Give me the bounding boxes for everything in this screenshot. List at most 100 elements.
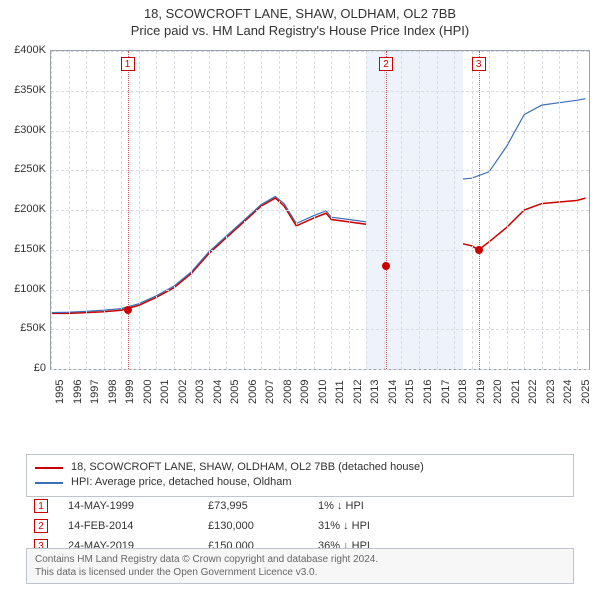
xtick-label: 2003 bbox=[194, 380, 206, 404]
gridline-v bbox=[261, 51, 262, 369]
legend-label: HPI: Average price, detached house, Oldh… bbox=[71, 475, 292, 490]
gridline-v bbox=[542, 51, 543, 369]
gridline-v bbox=[314, 51, 315, 369]
sales-table: 114-MAY-1999£73,9951% ↓ HPI214-FEB-2014£… bbox=[26, 496, 574, 556]
legend-swatch bbox=[35, 482, 63, 484]
gridline-v bbox=[349, 51, 350, 369]
ytick-label: £200K bbox=[14, 203, 46, 215]
xtick-label: 2011 bbox=[334, 380, 346, 404]
gridline-h bbox=[51, 51, 589, 52]
xtick-label: 2005 bbox=[229, 380, 241, 404]
xtick-label: 2021 bbox=[510, 380, 522, 404]
gridline-v bbox=[226, 51, 227, 369]
xtick-label: 2023 bbox=[545, 380, 557, 404]
xtick-label: 2000 bbox=[142, 380, 154, 404]
sales-row-price: £73,995 bbox=[208, 500, 298, 512]
ytick-label: £300K bbox=[14, 124, 46, 136]
sales-row-diff: 31% ↓ HPI bbox=[318, 520, 428, 532]
gridline-v bbox=[296, 51, 297, 369]
gridline-v bbox=[419, 51, 420, 369]
sale-dot bbox=[475, 246, 483, 254]
sale-dot bbox=[382, 262, 390, 270]
ytick-label: £250K bbox=[14, 163, 46, 175]
xtick-label: 2009 bbox=[299, 380, 311, 404]
xtick-label: 1998 bbox=[107, 380, 119, 404]
xtick-label: 2010 bbox=[317, 380, 329, 404]
footer-line-1: Contains HM Land Registry data © Crown c… bbox=[35, 553, 565, 566]
gridline-v bbox=[51, 51, 52, 369]
sales-row: 1 14-MAY-1999 £73,995 1% ↓ HPI bbox=[26, 496, 574, 516]
gridline-h bbox=[51, 210, 589, 211]
title-line-2: Price paid vs. HM Land Registry's House … bbox=[0, 23, 600, 40]
xtick-label: 2007 bbox=[264, 380, 276, 404]
gridline-v bbox=[331, 51, 332, 369]
ytick-label: £100K bbox=[14, 283, 46, 295]
sale-dot bbox=[124, 306, 132, 314]
series-property bbox=[51, 198, 586, 313]
xtick-label: 2013 bbox=[369, 380, 381, 404]
sales-row-marker: 1 bbox=[34, 499, 48, 513]
chart: 123 £0 £50K £100K £150K £200K £250K £300K £350K… bbox=[6, 44, 594, 414]
gridline-v bbox=[191, 51, 192, 369]
title-block: 18, SCOWCROFT LANE, SHAW, OLDHAM, OL2 7B… bbox=[0, 0, 600, 40]
sales-row-diff: 1% ↓ HPI bbox=[318, 500, 428, 512]
gridline-v bbox=[244, 51, 245, 369]
xtick-label: 2016 bbox=[422, 380, 434, 404]
ytick-label: £350K bbox=[14, 84, 46, 96]
plot-area: 123 bbox=[50, 50, 590, 370]
sales-row-price: £130,000 bbox=[208, 520, 298, 532]
gridline-h bbox=[51, 131, 589, 132]
xtick-label: 1999 bbox=[124, 380, 136, 404]
sale-marker-box: 1 bbox=[121, 57, 135, 71]
gridline-v bbox=[524, 51, 525, 369]
gridline-v bbox=[454, 51, 455, 369]
sale-marker-line bbox=[479, 51, 480, 369]
legend-row: 18, SCOWCROFT LANE, SHAW, OLDHAM, OL2 7B… bbox=[35, 460, 565, 475]
xtick-label: 2014 bbox=[387, 380, 399, 404]
xtick-label: 2002 bbox=[177, 380, 189, 404]
legend-swatch bbox=[35, 467, 63, 469]
xtick-label: 1997 bbox=[89, 380, 101, 404]
gridline-v bbox=[559, 51, 560, 369]
xtick-label: 2019 bbox=[475, 380, 487, 404]
sales-row: 214-FEB-2014£130,00031% ↓ HPI bbox=[26, 516, 574, 536]
gridline-v bbox=[139, 51, 140, 369]
gridline-v bbox=[104, 51, 105, 369]
xtick-label: 2012 bbox=[352, 380, 364, 404]
ytick-label: £0 bbox=[34, 362, 46, 374]
ytick-label: £50K bbox=[20, 322, 46, 334]
legend-label: 18, SCOWCROFT LANE, SHAW, OLDHAM, OL2 7B… bbox=[71, 460, 424, 475]
gridline-v bbox=[489, 51, 490, 369]
gridline-v bbox=[121, 51, 122, 369]
sale-marker-box: 3 bbox=[472, 57, 486, 71]
xtick-label: 2008 bbox=[282, 380, 294, 404]
xtick-label: 2001 bbox=[159, 380, 171, 404]
sales-row-date: 14-MAY-1999 bbox=[68, 500, 188, 512]
ytick-label: £150K bbox=[14, 243, 46, 255]
gridline-h bbox=[51, 369, 589, 370]
gridline-v bbox=[209, 51, 210, 369]
title-line-1: 18, SCOWCROFT LANE, SHAW, OLDHAM, OL2 7B… bbox=[0, 6, 600, 23]
footer-line-2: This data is licensed under the Open Gov… bbox=[35, 566, 565, 579]
xtick-label: 2022 bbox=[527, 380, 539, 404]
gridline-h bbox=[51, 290, 589, 291]
gridline-v bbox=[69, 51, 70, 369]
gridline-v bbox=[577, 51, 578, 369]
xtick-label: 2015 bbox=[404, 380, 416, 404]
page-container: 18, SCOWCROFT LANE, SHAW, OLDHAM, OL2 7B… bbox=[0, 0, 600, 590]
xtick-label: 2006 bbox=[247, 380, 259, 404]
gridline-v bbox=[174, 51, 175, 369]
sales-row-marker: 2 bbox=[34, 519, 48, 533]
gridline-v bbox=[384, 51, 385, 369]
legend: 18, SCOWCROFT LANE, SHAW, OLDHAM, OL2 7B… bbox=[26, 454, 574, 497]
gridline-v bbox=[401, 51, 402, 369]
xtick-label: 2020 bbox=[492, 380, 504, 404]
xtick-label: 2025 bbox=[580, 380, 592, 404]
gridline-v bbox=[156, 51, 157, 369]
gridline-v bbox=[366, 51, 367, 369]
legend-row: HPI: Average price, detached house, Oldh… bbox=[35, 475, 565, 490]
xtick-label: 2017 bbox=[440, 380, 452, 404]
sale-marker-line bbox=[128, 51, 129, 369]
gridline-v bbox=[472, 51, 473, 369]
gridline-h bbox=[51, 170, 589, 171]
